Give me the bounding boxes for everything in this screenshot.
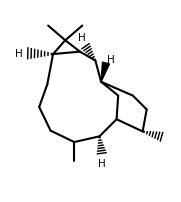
Text: H: H (107, 55, 115, 65)
Text: H: H (15, 48, 23, 58)
Text: H: H (98, 158, 106, 168)
Polygon shape (101, 63, 110, 82)
Text: H: H (78, 33, 85, 43)
